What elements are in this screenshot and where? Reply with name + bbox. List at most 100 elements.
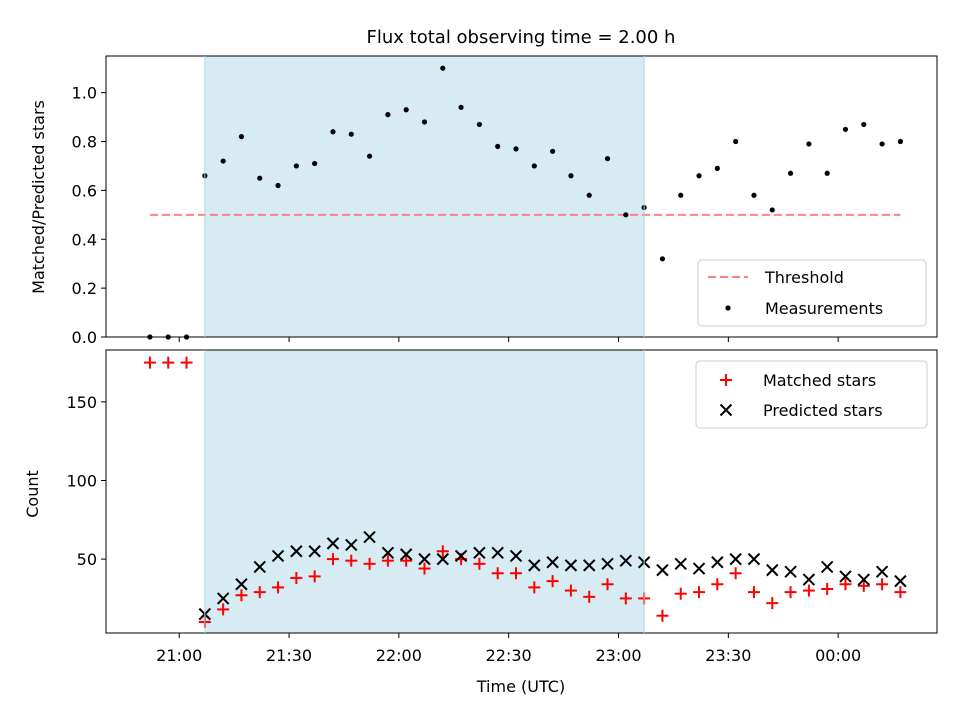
matched-star-point — [656, 609, 669, 622]
predicted-star-point — [473, 546, 486, 560]
predicted-star-point — [875, 565, 889, 578]
measurement-point — [623, 212, 629, 218]
measurement-point — [257, 175, 263, 181]
predicted-star-point — [766, 563, 779, 577]
matched-star-point — [693, 586, 706, 599]
x-stroke-b — [235, 578, 248, 591]
measurement-point — [293, 163, 299, 169]
matched-star-point — [839, 578, 852, 591]
x-stroke-b — [473, 546, 486, 560]
predicted-star-point — [308, 545, 321, 558]
predicted-star-point — [528, 559, 541, 572]
measurement-point — [842, 126, 849, 132]
ratio-x-ticks — [178, 337, 839, 342]
x-stroke-b — [308, 545, 321, 558]
measurement-point — [495, 143, 501, 150]
measurement-point — [751, 192, 757, 198]
matched-star-point — [381, 554, 394, 567]
predicted-star-point — [711, 556, 724, 569]
count-panel: 50 100 150 21:00 21:30 22:00 22:30 23:00 23:30 0… — [23, 349, 938, 696]
predicted-star-point — [363, 530, 376, 544]
predicted-star-point — [509, 549, 523, 563]
y-tick-label: 150 — [66, 393, 97, 412]
matched-star-point — [747, 586, 760, 599]
predicted-star-point — [253, 560, 266, 574]
x-tick-label: 23:00 — [595, 646, 641, 665]
matched-star-point — [857, 579, 870, 592]
measurement-point — [312, 160, 318, 167]
measurement-point — [824, 170, 830, 176]
matched-star-point — [345, 554, 358, 567]
measurement-point — [568, 173, 574, 179]
matched-star-point — [510, 567, 523, 580]
matched-star-point — [894, 586, 907, 599]
x-stroke-b — [619, 554, 633, 567]
predicted-star-point — [583, 559, 596, 572]
matched-star-point — [217, 603, 230, 616]
matched-star-point — [253, 586, 266, 599]
time-x-axis-label: Time (UTC) — [476, 677, 565, 696]
measurement-point — [861, 121, 867, 128]
measurement-point — [348, 131, 354, 137]
matched-star-point — [546, 575, 559, 588]
predicted-star-point — [729, 552, 742, 566]
measurement-point — [586, 192, 592, 198]
x-stroke-b — [766, 563, 779, 577]
matched-star-point — [363, 557, 376, 570]
measurement-point — [769, 207, 775, 213]
matched-star-point — [711, 578, 724, 591]
x-tick-label: 22:00 — [376, 646, 422, 665]
measurement-point — [806, 141, 812, 147]
measurement-point — [421, 119, 428, 125]
predicted-star-point — [820, 560, 834, 574]
predicted-star-point — [674, 557, 687, 571]
measurement-point — [275, 182, 281, 189]
measurement-point — [238, 134, 245, 140]
matched-star-point — [418, 562, 431, 575]
x-tick-label: 00:00 — [815, 646, 861, 665]
matched-star-point — [802, 584, 815, 597]
predicted-star-point — [418, 552, 431, 566]
matched-star-point — [308, 570, 321, 583]
matched-star-point — [601, 578, 614, 591]
x-stroke-b — [363, 530, 376, 544]
measurement-point — [330, 129, 336, 135]
x-stroke-b — [381, 546, 395, 560]
x-stroke-b — [345, 538, 358, 552]
matched-star-point — [272, 581, 285, 594]
measurement-point — [604, 156, 611, 162]
y-tick-label: 1.0 — [72, 84, 97, 103]
measurement-point — [696, 173, 702, 179]
y-tick-label: 0.4 — [72, 230, 97, 249]
x-stroke-b — [692, 562, 706, 575]
matched-star-point — [876, 578, 889, 591]
x-tick-label: 23:30 — [705, 646, 751, 665]
matched-star-point — [528, 581, 541, 594]
predicted-star-point — [564, 559, 578, 572]
x-stroke-b — [656, 563, 669, 577]
x-stroke-b — [326, 537, 340, 550]
ratio-panel: 0.0 0.2 0.4 0.6 0.8 1.0 Matched/Predicted sta… — [29, 55, 938, 347]
x-stroke-b — [528, 559, 541, 572]
x-stroke-b — [436, 552, 450, 566]
measurement-point — [440, 65, 446, 71]
x-stroke-b — [583, 559, 596, 572]
predicted-star-point — [857, 573, 870, 586]
predicted-star-point — [436, 552, 450, 566]
measurement-point — [513, 146, 519, 152]
x-stroke-b — [875, 565, 889, 578]
measurement-point — [403, 107, 409, 113]
measurement-point — [897, 138, 903, 145]
predicted-star-point — [290, 545, 303, 558]
y-tick-label: 0.0 — [72, 328, 97, 347]
x-stroke-b — [729, 552, 742, 566]
legend-threshold-label: Threshold — [764, 268, 844, 287]
x-stroke-b — [820, 560, 834, 574]
x-stroke-b — [564, 559, 578, 572]
measurement-point — [678, 192, 684, 198]
matched-star-point — [235, 589, 248, 602]
legend-measurement-label: Measurements — [765, 299, 883, 318]
matched-star-point — [619, 592, 632, 605]
x-stroke-b — [546, 556, 559, 569]
